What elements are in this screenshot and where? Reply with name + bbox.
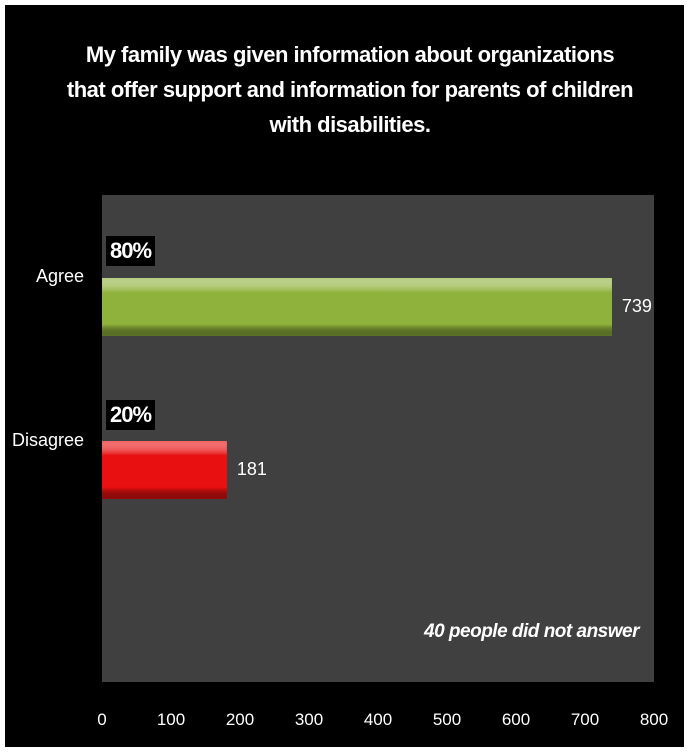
x-tick-label: 700 xyxy=(570,710,600,729)
plot-area xyxy=(102,195,654,682)
value-label-agree: 739 xyxy=(621,296,652,316)
bar-disagree xyxy=(102,441,227,499)
bar-agree xyxy=(102,278,612,336)
x-tick-label: 600 xyxy=(501,710,531,729)
x-tick-label: 200 xyxy=(225,710,255,729)
x-tick-label: 400 xyxy=(363,710,393,729)
percent-label-disagree: 20% xyxy=(106,400,156,430)
annotation-no-answer: 40 people did not answer xyxy=(424,621,640,642)
x-tick-label: 800 xyxy=(639,710,669,729)
x-tick-label: 500 xyxy=(432,710,462,729)
chart-title: My family was given information about or… xyxy=(66,42,634,137)
category-label-agree: Agree xyxy=(35,266,84,286)
x-tick-label: 300 xyxy=(294,710,324,729)
category-label-disagree: Disagree xyxy=(11,430,84,450)
x-tick-label: 100 xyxy=(156,710,186,729)
x-tick-label: 0 xyxy=(97,710,107,729)
percent-label-agree: 80% xyxy=(106,236,156,266)
value-label-disagree: 181 xyxy=(236,459,267,479)
